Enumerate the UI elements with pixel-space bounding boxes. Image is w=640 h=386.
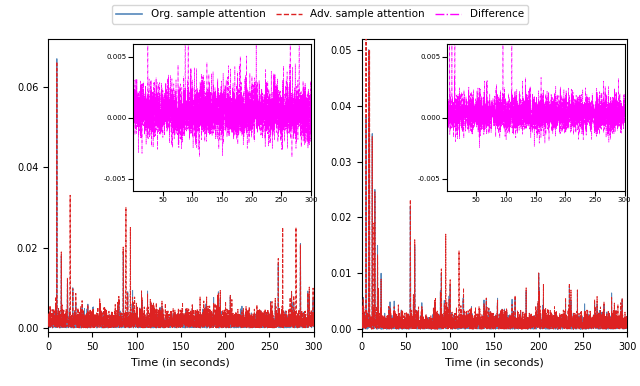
X-axis label: Time (in seconds): Time (in seconds) [131, 357, 230, 367]
X-axis label: Time (in seconds): Time (in seconds) [445, 357, 544, 367]
Legend: Org. sample attention, Adv. sample attention, Difference: Org. sample attention, Adv. sample atten… [112, 5, 528, 24]
